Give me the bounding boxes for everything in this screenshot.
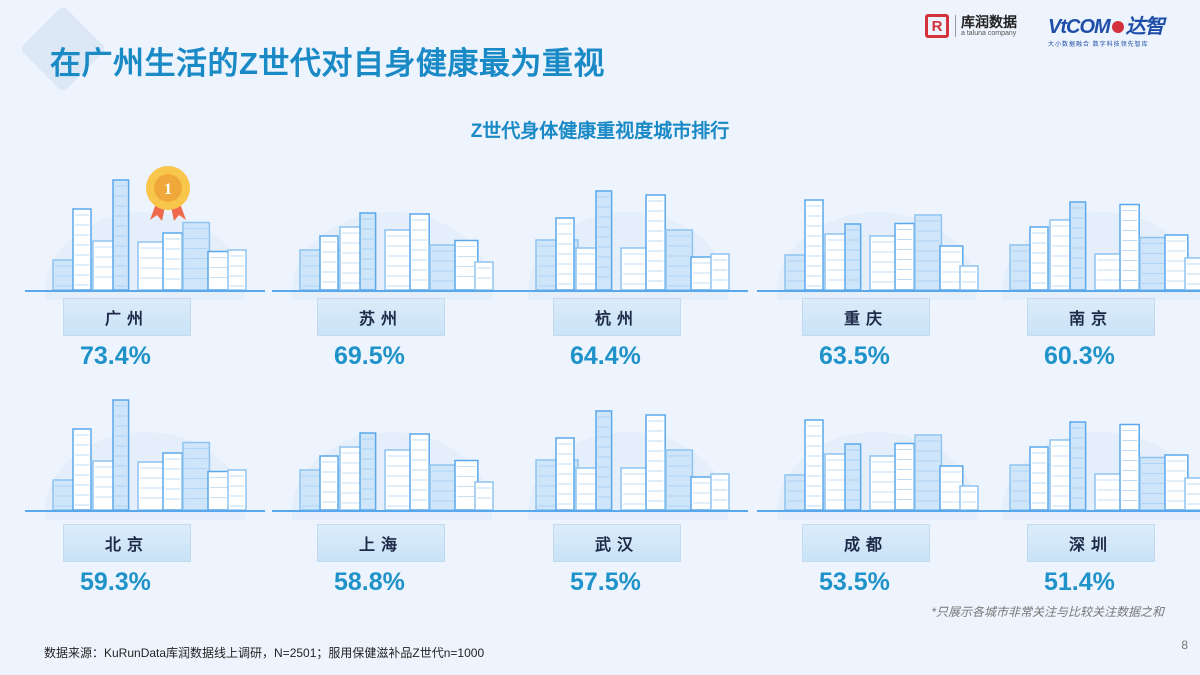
city-percentage: 59.3% (80, 568, 151, 596)
page-title: 在广州生活的Z世代对自身健康最为重视 (50, 46, 605, 81)
city-name-label: 南京 (1027, 298, 1155, 336)
city-card: 苏州 69.5% (272, 160, 512, 380)
city-card: 南京 60.3% (982, 160, 1200, 380)
city-skyline-illustration (982, 201, 1200, 300)
city-name-label: 成都 (802, 524, 930, 562)
city-percentage: 51.4% (1044, 568, 1115, 596)
city-skyline-illustration (25, 179, 265, 300)
kurun-logo-tagline: a taluna company (961, 30, 1017, 37)
city-percentage: 57.5% (570, 568, 641, 596)
kurun-logo-text: 库润数据 (961, 14, 1017, 30)
svg-text:1: 1 (164, 181, 172, 198)
vtcom-logo-tagline: 大小数据融合 数字科技领先智库 (1048, 42, 1149, 48)
city-card: 深圳 51.4% (982, 380, 1200, 600)
city-percentage: 60.3% (1044, 342, 1115, 370)
city-card: 成都 53.5% (757, 380, 997, 600)
vtcom-dot-icon (1111, 21, 1124, 33)
city-percentage: 64.4% (570, 342, 641, 370)
city-skyline-illustration (508, 410, 748, 520)
page-number: 8 (1181, 638, 1188, 652)
city-name-label: 重庆 (802, 298, 930, 336)
vtcom-logo-left: VtCOM (1048, 16, 1111, 38)
city-percentage: 58.8% (334, 568, 405, 596)
city-card: 武汉 57.5% (508, 380, 748, 600)
city-skyline-illustration (272, 212, 512, 300)
city-card: 北京 59.3% (25, 380, 265, 600)
city-skyline-illustration (508, 190, 748, 300)
kurun-logo-icon: R (925, 14, 949, 38)
city-card: 重庆 63.5% (757, 160, 997, 380)
city-percentage: 69.5% (334, 342, 405, 370)
city-name-label: 武汉 (553, 524, 681, 562)
city-name-label: 深圳 (1027, 524, 1155, 562)
city-name-label: 北京 (63, 524, 191, 562)
vtcom-logo: VtCOM 达智 大小数据融合 数字科技领先智库 (1048, 10, 1165, 48)
city-percentage: 63.5% (819, 342, 890, 370)
city-name-label: 广州 (63, 298, 191, 336)
city-card: 杭州 64.4% (508, 160, 748, 380)
city-skyline-illustration (982, 421, 1200, 520)
footnote: *只展示各城市非常关注与比较关注数据之和 (931, 605, 1164, 619)
city-name-label: 苏州 (317, 298, 445, 336)
city-skyline-illustration (272, 432, 512, 520)
city-card: 上海 58.8% (272, 380, 512, 600)
chart-subtitle: Z世代身体健康重视度城市排行 (470, 121, 730, 142)
data-source: 数据来源：KuRunData库润数据线上调研，N=2501；服用保健滋补品Z世代… (44, 646, 485, 660)
city-skyline-illustration (757, 419, 997, 520)
city-card: 广州 73.4% (25, 160, 265, 380)
city-name-label: 上海 (317, 524, 445, 562)
vtcom-logo-right: 达智 (1125, 16, 1165, 38)
city-percentage: 73.4% (80, 342, 151, 370)
city-percentage: 53.5% (819, 568, 890, 596)
gold-medal-icon: 1 (146, 166, 190, 221)
kurun-logo: R 库润数据 a taluna company (925, 14, 1017, 38)
city-skyline-illustration (25, 399, 265, 520)
city-skyline-illustration (757, 199, 997, 300)
city-name-label: 杭州 (553, 298, 681, 336)
